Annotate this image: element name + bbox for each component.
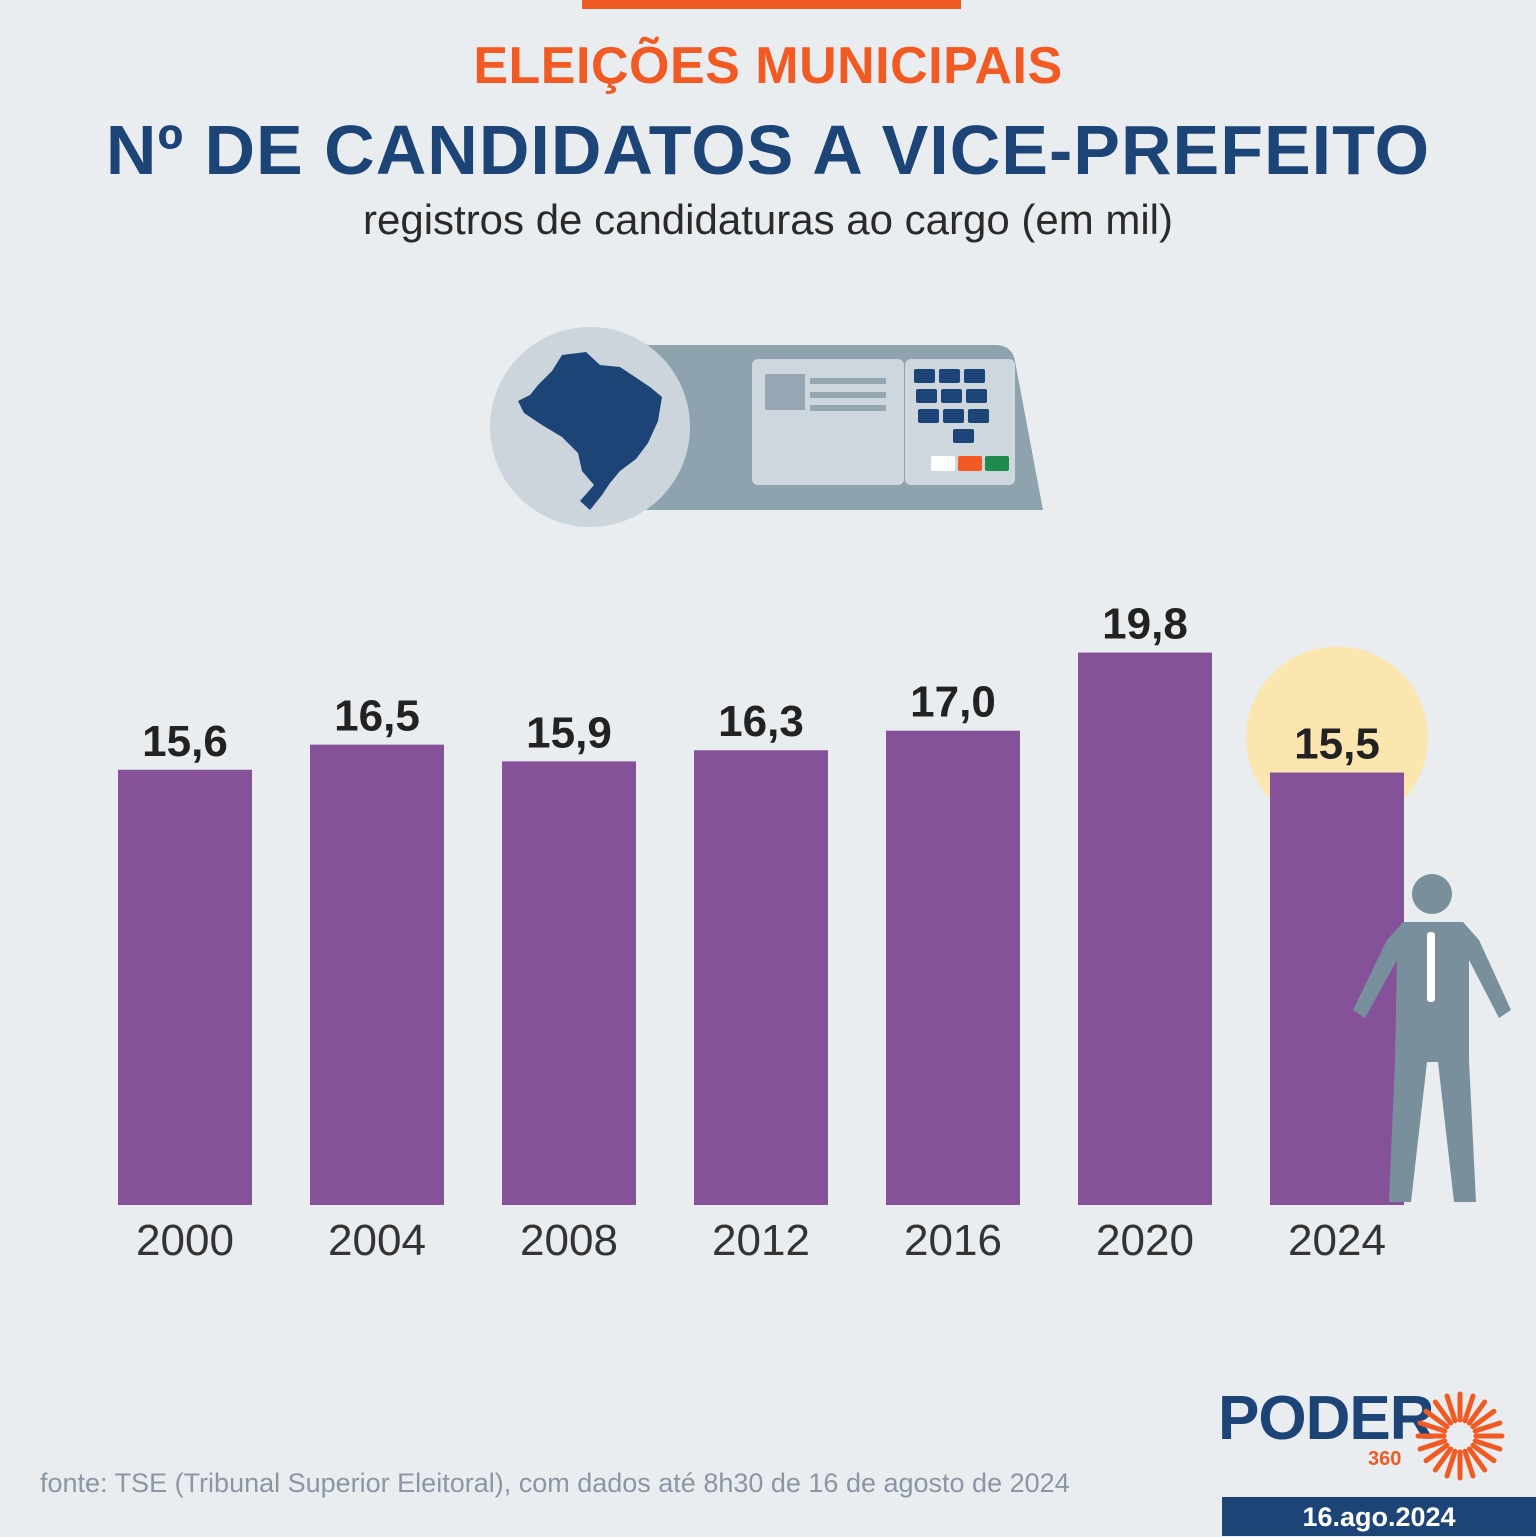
source-note: fonte: TSE (Tribunal Superior Eleitoral)… xyxy=(40,1468,1070,1498)
sun-ray xyxy=(1462,1448,1476,1479)
sun-ray xyxy=(1423,1442,1450,1464)
kicker: ELEIÇÕES MUNICIPAIS xyxy=(473,37,1063,95)
value-label-2020: 19,8 xyxy=(1102,600,1188,649)
bar-2008 xyxy=(502,761,636,1205)
ballot-box-icon xyxy=(490,327,1043,527)
value-label-2008: 15,9 xyxy=(526,708,612,757)
value-label-2012: 16,3 xyxy=(718,697,804,746)
sun-ray xyxy=(1444,1393,1458,1424)
sun-ray xyxy=(1472,1420,1503,1434)
x-tick-label-2012: 2012 xyxy=(712,1216,810,1265)
sun-ray xyxy=(1466,1399,1488,1426)
sun-ray xyxy=(1444,1448,1458,1479)
x-tick-label-2004: 2004 xyxy=(328,1216,426,1265)
sun-ray xyxy=(1432,1446,1454,1473)
sun-ray xyxy=(1417,1420,1448,1434)
value-label-2024: 15,5 xyxy=(1294,720,1380,769)
top-accent-bar xyxy=(582,0,961,9)
value-label-2004: 16,5 xyxy=(334,692,420,741)
sun-ray xyxy=(1417,1438,1448,1452)
bar-2000 xyxy=(118,769,252,1205)
sun-ray xyxy=(1470,1442,1497,1464)
sun-ray xyxy=(1462,1393,1476,1424)
bar-2024 xyxy=(1270,772,1404,1205)
sun-ray xyxy=(1423,1408,1450,1430)
date-badge: 16.ago.2024 xyxy=(1222,1497,1536,1536)
sun-ray xyxy=(1432,1399,1454,1426)
x-tick-label-2016: 2016 xyxy=(904,1216,1002,1265)
sun-ray xyxy=(1466,1446,1488,1473)
x-tick-label-2008: 2008 xyxy=(520,1216,618,1265)
logo-number: 360 xyxy=(1368,1448,1402,1470)
bar-2020 xyxy=(1078,652,1212,1205)
sunburst-icon xyxy=(1415,1391,1505,1481)
page-subtitle: registros de candidaturas ao cargo (em m… xyxy=(362,196,1174,243)
value-label-2016: 17,0 xyxy=(910,678,996,727)
person-icon xyxy=(1353,874,1511,1202)
sun-ray xyxy=(1472,1438,1503,1452)
bar-2016 xyxy=(886,730,1020,1205)
x-tick-label-2024: 2024 xyxy=(1288,1216,1386,1265)
bar-2012 xyxy=(694,750,828,1205)
bar-chart: 15,6 16,5 15,9 16,3 17,0 19,8 15,5 2000 2004 200… xyxy=(118,600,1428,1265)
sun-ray xyxy=(1470,1408,1497,1430)
x-tick-label-2000: 2000 xyxy=(136,1216,234,1265)
logo-word: PODER xyxy=(1218,1384,1434,1453)
x-tick-label-2020: 2020 xyxy=(1096,1216,1194,1265)
value-label-2000: 15,6 xyxy=(142,717,228,766)
bar-2004 xyxy=(310,744,444,1205)
page-title: Nº DE CANDIDATOS A VICE-PREFEITO xyxy=(105,111,1431,189)
